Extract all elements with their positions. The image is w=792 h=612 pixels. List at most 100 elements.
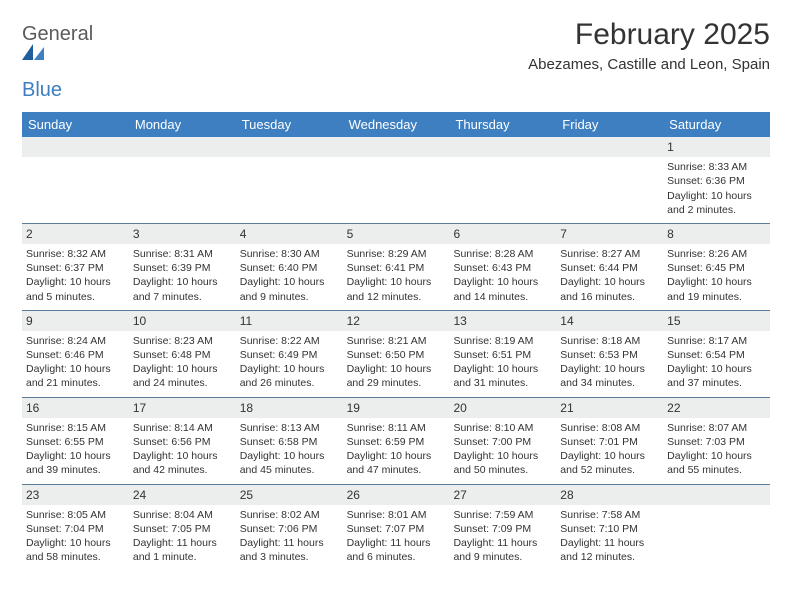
calendar-cell: 7 Sunrise: 8:27 AMSunset: 6:44 PMDaylight… (556, 224, 663, 310)
day-number: 27 (449, 485, 556, 505)
calendar-cell-empty (663, 485, 770, 571)
sunset-line: Sunset: 6:56 PM (133, 435, 232, 449)
weekday-label: Thursday (449, 112, 556, 137)
daylight-line: Daylight: 10 hours and 7 minutes. (133, 275, 232, 303)
sunset-line: Sunset: 7:07 PM (347, 522, 446, 536)
daylight-line: Daylight: 10 hours and 24 minutes. (133, 362, 232, 390)
day-number: 16 (22, 398, 129, 418)
daylight-line: Daylight: 10 hours and 19 minutes. (667, 275, 766, 303)
sunrise-line: Sunrise: 8:11 AM (347, 421, 446, 435)
sunrise-line: Sunrise: 8:23 AM (133, 334, 232, 348)
calendar-cell-empty (129, 137, 236, 223)
day-number: 7 (556, 224, 663, 244)
sunset-line: Sunset: 6:37 PM (26, 261, 125, 275)
daylight-line: Daylight: 10 hours and 37 minutes. (667, 362, 766, 390)
sunset-line: Sunset: 6:53 PM (560, 348, 659, 362)
daylight-line: Daylight: 10 hours and 34 minutes. (560, 362, 659, 390)
daylight-line: Daylight: 10 hours and 16 minutes. (560, 275, 659, 303)
day-number: 2 (22, 224, 129, 244)
calendar-cell: 9Sunrise: 8:24 AMSunset: 6:46 PMDaylight… (22, 311, 129, 397)
day-number: 18 (236, 398, 343, 418)
day-number: 22 (663, 398, 770, 418)
sunset-line: Sunset: 7:00 PM (453, 435, 552, 449)
weekday-label: Friday (556, 112, 663, 137)
title-block: February 2025 Abezames, Castille and Leo… (528, 18, 770, 73)
daylight-line: Daylight: 10 hours and 50 minutes. (453, 449, 552, 477)
daylight-line: Daylight: 11 hours and 3 minutes. (240, 536, 339, 564)
sunrise-line: Sunrise: 8:32 AM (26, 247, 125, 261)
sunrise-line: Sunrise: 7:59 AM (453, 508, 552, 522)
calendar-cell: 8Sunrise: 8:26 AMSunset: 6:45 PMDaylight… (663, 224, 770, 310)
sunset-line: Sunset: 7:09 PM (453, 522, 552, 536)
sunset-line: Sunset: 6:50 PM (347, 348, 446, 362)
daylight-line: Daylight: 10 hours and 2 minutes. (667, 189, 766, 217)
daylight-line: Daylight: 10 hours and 39 minutes. (26, 449, 125, 477)
day-number: 26 (343, 485, 450, 505)
sunset-line: Sunset: 6:49 PM (240, 348, 339, 362)
calendar-cell: 13Sunrise: 8:19 AMSunset: 6:51 PMDayligh… (449, 311, 556, 397)
calendar-cell: 25 Sunrise: 8:02 AMSunset: 7:06 PMDayligh… (236, 485, 343, 571)
calendar-cell: 18Sunrise: 8:13 AMSunset: 6:58 PMDayligh… (236, 398, 343, 484)
calendar-cell: 1Sunrise: 8:33 AMSunset: 6:36 PMDaylight… (663, 137, 770, 223)
calendar-cell: 22Sunrise: 8:07 AMSunset: 7:03 PMDayligh… (663, 398, 770, 484)
sunrise-line: Sunrise: 7:58 AM (560, 508, 659, 522)
day-number: 3 (129, 224, 236, 244)
calendar-week: 23Sunrise: 8:05 AMSunset: 7:04 PMDayligh… (22, 485, 770, 571)
calendar-cell: 16 Sunrise: 8:15 AMSunset: 6:55 PMDayligh… (22, 398, 129, 484)
day-number (449, 137, 556, 157)
daylight-line: Daylight: 10 hours and 5 minutes. (26, 275, 125, 303)
sunrise-line: Sunrise: 8:15 AM (26, 421, 125, 435)
calendar-cell-empty (556, 137, 663, 223)
sunrise-line: Sunrise: 8:10 AM (453, 421, 552, 435)
calendar-cell-empty (449, 137, 556, 223)
sunset-line: Sunset: 6:55 PM (26, 435, 125, 449)
day-number: 17 (129, 398, 236, 418)
daylight-line: Daylight: 11 hours and 12 minutes. (560, 536, 659, 564)
daylight-line: Daylight: 11 hours and 9 minutes. (453, 536, 552, 564)
sunset-line: Sunset: 7:04 PM (26, 522, 125, 536)
day-number: 25 (236, 485, 343, 505)
sunrise-line: Sunrise: 8:14 AM (133, 421, 232, 435)
daylight-line: Daylight: 11 hours and 1 minute. (133, 536, 232, 564)
brand-text: General Blue (22, 24, 93, 100)
daylight-line: Daylight: 10 hours and 55 minutes. (667, 449, 766, 477)
calendar-week: 16Sunrise: 8:15 AMSunset: 6:55 PMDayligh… (22, 398, 770, 485)
sunset-line: Sunset: 6:43 PM (453, 261, 552, 275)
day-number: 6 (449, 224, 556, 244)
day-number: 8 (663, 224, 770, 244)
day-number (343, 137, 450, 157)
day-number: 4 (236, 224, 343, 244)
calendar-week: 2Sunrise: 8:32 AMSunset: 6:37 PMDaylight… (22, 224, 770, 311)
weekday-label: Saturday (663, 112, 770, 137)
sunset-line: Sunset: 6:36 PM (667, 174, 766, 188)
daylight-line: Daylight: 10 hours and 47 minutes. (347, 449, 446, 477)
calendar-cell-empty (343, 137, 450, 223)
calendar-week: 9Sunrise: 8:24 AMSunset: 6:46 PMDaylight… (22, 311, 770, 398)
sunrise-line: Sunrise: 8:17 AM (667, 334, 766, 348)
weekday-label: Sunday (22, 112, 129, 137)
sunrise-line: Sunrise: 8:19 AM (453, 334, 552, 348)
sunset-line: Sunset: 7:05 PM (133, 522, 232, 536)
sunrise-line: Sunrise: 8:21 AM (347, 334, 446, 348)
calendar-cell: 5Sunrise: 8:29 AMSunset: 6:41 PMDaylight… (343, 224, 450, 310)
sunrise-line: Sunrise: 8:01 AM (347, 508, 446, 522)
day-number: 20 (449, 398, 556, 418)
calendar-cell: 11Sunrise: 8:22 AMSunset: 6:49 PMDayligh… (236, 311, 343, 397)
day-number (22, 137, 129, 157)
calendar-cell: 20 Sunrise: 8:10 AMSunset: 7:00 PMDayligh… (449, 398, 556, 484)
daylight-line: Daylight: 11 hours and 6 minutes. (347, 536, 446, 564)
day-number: 28 (556, 485, 663, 505)
sunrise-line: Sunrise: 8:08 AM (560, 421, 659, 435)
sunset-line: Sunset: 6:44 PM (560, 261, 659, 275)
sunrise-line: Sunrise: 8:02 AM (240, 508, 339, 522)
day-number (556, 137, 663, 157)
day-number (663, 485, 770, 505)
sunrise-line: Sunrise: 8:18 AM (560, 334, 659, 348)
sunrise-line: Sunrise: 8:27 AM (560, 247, 659, 261)
day-number (236, 137, 343, 157)
day-number: 12 (343, 311, 450, 331)
sunset-line: Sunset: 6:39 PM (133, 261, 232, 275)
calendar-cell: 19Sunrise: 8:11 AMSunset: 6:59 PMDayligh… (343, 398, 450, 484)
sunset-line: Sunset: 6:58 PM (240, 435, 339, 449)
sunset-line: Sunset: 7:06 PM (240, 522, 339, 536)
